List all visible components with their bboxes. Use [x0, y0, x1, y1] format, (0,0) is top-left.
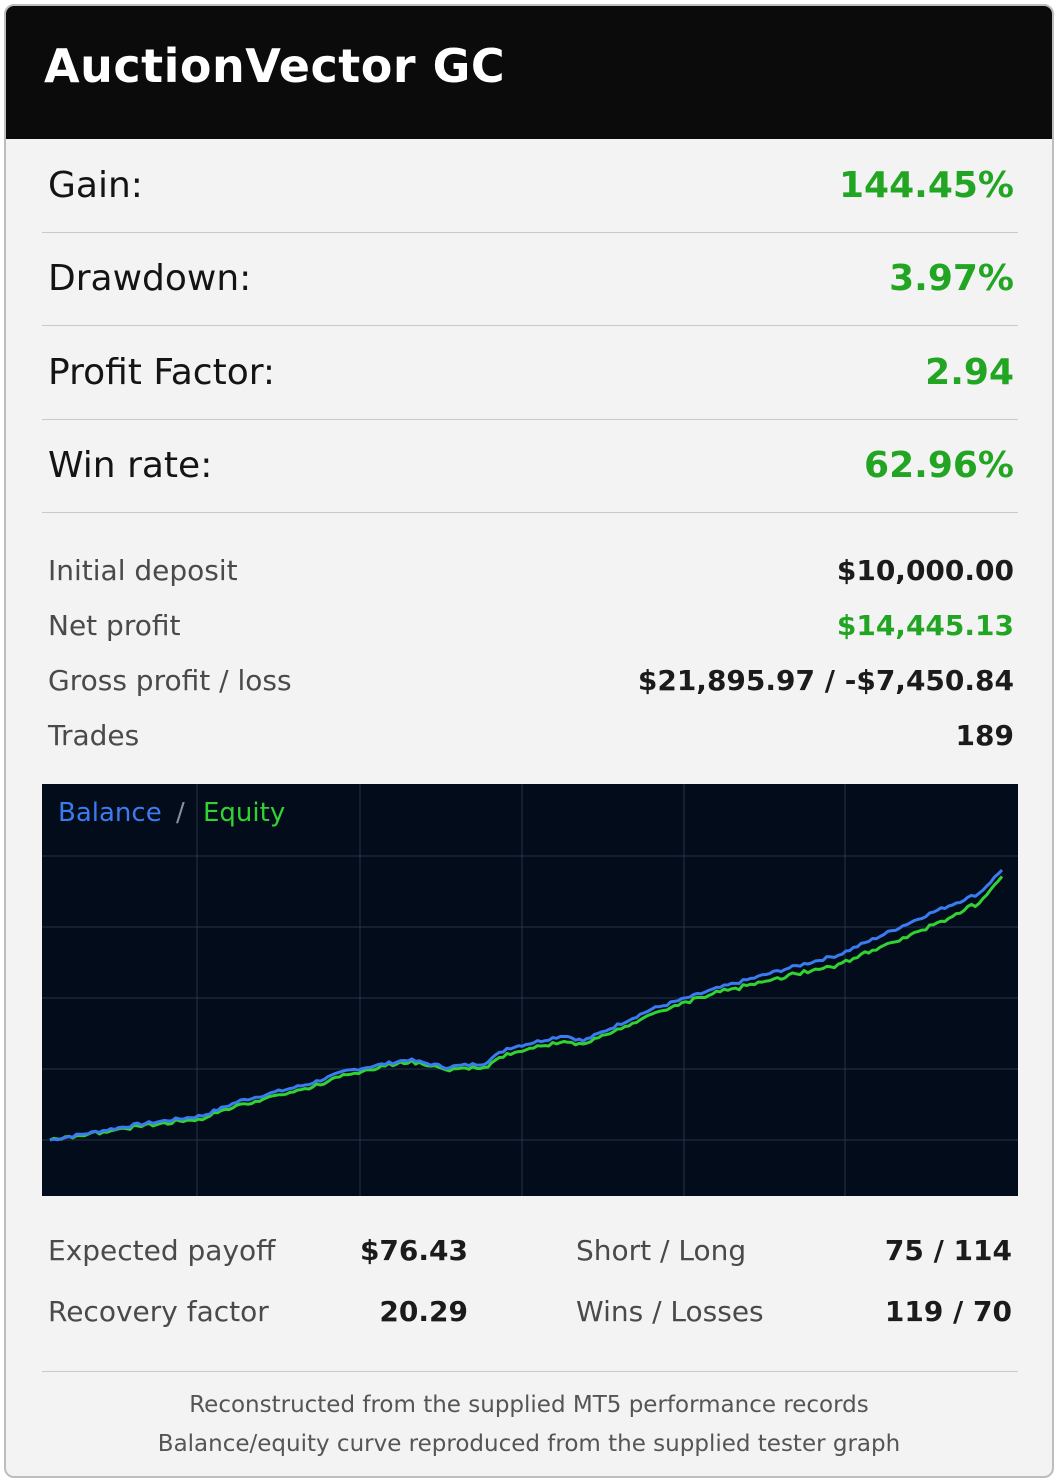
detail-row-initial-deposit: Initial deposit $10,000.00: [42, 551, 1018, 591]
legend-balance: Balance: [58, 798, 162, 828]
metric-value: 3.97%: [889, 258, 1014, 299]
footer-divider: [42, 1371, 1018, 1372]
metric-label: Profit Factor:: [48, 352, 276, 393]
strategy-title: AuctionVector GC: [44, 39, 506, 93]
stat-value-recovery-factor: 20.29: [379, 1295, 468, 1328]
detail-value: $14,445.13: [836, 609, 1014, 642]
footer-line-1: Reconstructed from the supplied MT5 perf…: [189, 1392, 869, 1418]
detail-label: Net profit: [48, 609, 181, 642]
performance-card: AuctionVector GC Gain: 144.45% Drawdown:…: [4, 4, 1054, 1478]
stat-value-expected-payoff: $76.43: [359, 1234, 468, 1267]
stat-value-short-long: 75 / 114: [884, 1234, 1012, 1267]
balance-line: [49, 868, 1004, 1142]
metric-value: 144.45%: [839, 165, 1014, 206]
legend-separator: /: [176, 798, 185, 828]
footer-line-2: Balance/equity curve reproduced from the…: [157, 1431, 901, 1457]
stat-label-recovery-factor: Recovery factor: [48, 1295, 269, 1328]
metric-row-gain: Gain: 144.45%: [42, 140, 1018, 233]
stat-label-short-long: Short / Long: [576, 1234, 747, 1267]
metric-row-drawdown: Drawdown: 3.97%: [42, 233, 1018, 326]
chart-grid: [42, 784, 1018, 1196]
stat-value-wins-losses: 119 / 70: [884, 1295, 1012, 1328]
chart-legend: Balance / Equity: [58, 798, 285, 828]
metric-value: 62.96%: [864, 445, 1014, 486]
metric-row-win-rate: Win rate: 62.96%: [42, 420, 1018, 513]
stat-label-wins-losses: Wins / Losses: [576, 1295, 764, 1328]
detail-row-gross-profit-loss: Gross profit / loss $21,895.97 / -$7,450…: [42, 661, 1018, 701]
legend-equity: Equity: [203, 798, 285, 828]
detail-value: 189: [955, 719, 1014, 752]
detail-value: $10,000.00: [836, 554, 1014, 587]
metric-value: 2.94: [925, 352, 1014, 393]
metric-label: Gain:: [48, 165, 143, 206]
detail-label: Trades: [48, 719, 140, 752]
card-header: AuctionVector GC: [6, 6, 1052, 139]
metric-label: Drawdown:: [48, 258, 252, 299]
metric-row-profit-factor: Profit Factor: 2.94: [42, 327, 1018, 420]
detail-value: $21,895.97 / -$7,450.84: [637, 664, 1014, 697]
detail-label: Gross profit / loss: [48, 664, 292, 697]
equity-line: [49, 875, 1004, 1142]
chart-svg: Balance / Equity: [42, 784, 1018, 1196]
detail-label: Initial deposit: [48, 554, 238, 587]
stat-label-expected-payoff: Expected payoff: [48, 1234, 276, 1267]
balance-equity-chart: Balance / Equity: [42, 784, 1018, 1196]
metric-label: Win rate:: [48, 445, 213, 486]
detail-row-net-profit: Net profit $14,445.13: [42, 606, 1018, 646]
detail-row-trades: Trades 189: [42, 716, 1018, 756]
